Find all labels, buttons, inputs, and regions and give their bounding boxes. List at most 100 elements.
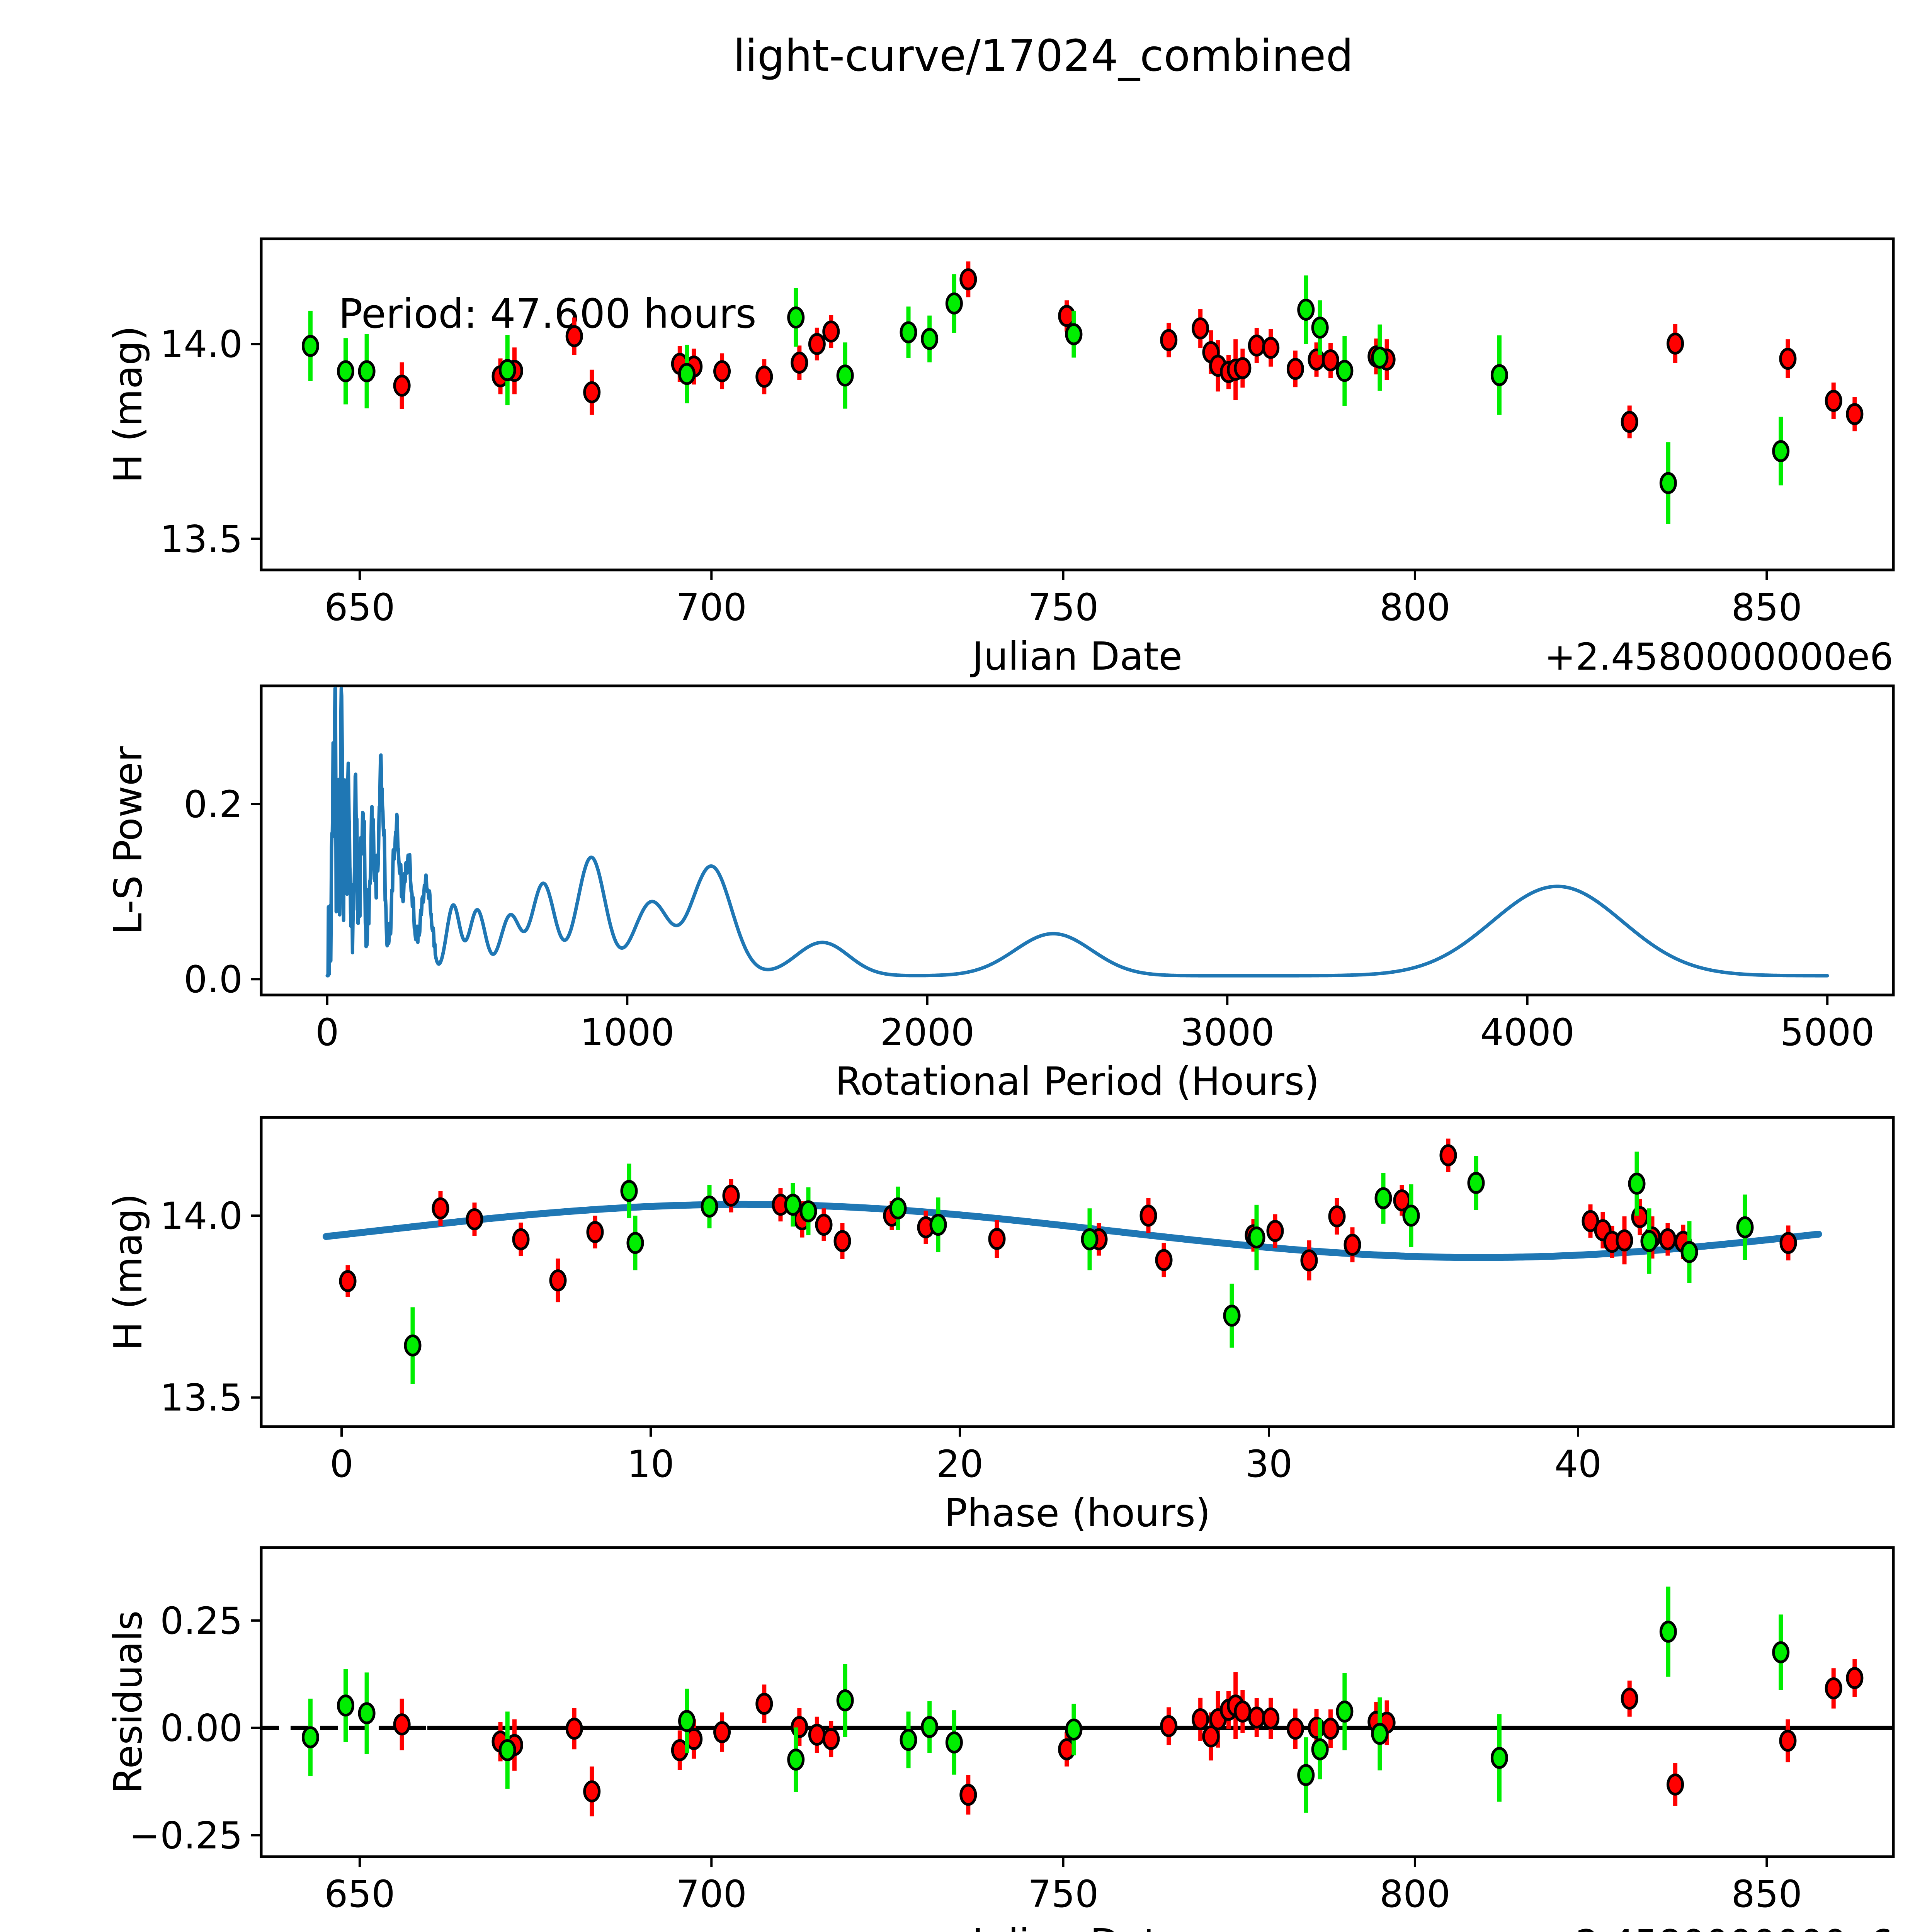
data-point[interactable] (1155, 1249, 1173, 1271)
data-point[interactable] (945, 292, 963, 315)
data-point[interactable] (1336, 360, 1354, 382)
data-point[interactable] (498, 359, 516, 381)
data-point[interactable] (808, 1723, 826, 1746)
data-point[interactable] (1402, 1204, 1420, 1227)
data-point[interactable] (1300, 1249, 1318, 1272)
data-point[interactable] (337, 360, 354, 383)
data-point[interactable] (1336, 1700, 1354, 1723)
data-point[interactable] (755, 366, 773, 388)
data-point[interactable] (988, 1228, 1006, 1250)
data-point[interactable] (549, 1269, 567, 1292)
data-point[interactable] (1192, 1708, 1209, 1730)
data-point[interactable] (1621, 411, 1638, 433)
data-point[interactable] (900, 321, 917, 344)
data-point[interactable] (1202, 1725, 1220, 1748)
data-point[interactable] (1846, 403, 1864, 425)
data-point[interactable] (1659, 1621, 1677, 1643)
data-point[interactable] (1621, 1687, 1638, 1710)
data-point[interactable] (722, 1184, 740, 1207)
data-point[interactable] (822, 1728, 840, 1750)
data-point[interactable] (565, 1718, 583, 1740)
data-point[interactable] (1311, 316, 1329, 339)
data-point[interactable] (393, 374, 411, 397)
data-point[interactable] (565, 325, 583, 347)
data-point[interactable] (822, 320, 840, 343)
data-point[interactable] (1286, 1718, 1304, 1740)
data-point[interactable] (959, 268, 977, 291)
data-point[interactable] (1248, 1226, 1265, 1249)
data-point[interactable] (1266, 1220, 1284, 1242)
data-point[interactable] (815, 1214, 833, 1236)
data-point[interactable] (1374, 1187, 1392, 1209)
data-point[interactable] (301, 335, 319, 357)
data-point[interactable] (1467, 1172, 1485, 1194)
data-point[interactable] (1846, 1667, 1864, 1689)
data-point[interactable] (393, 1713, 411, 1736)
data-point[interactable] (1736, 1216, 1754, 1238)
data-point[interactable] (466, 1208, 483, 1231)
data-point[interactable] (1344, 1233, 1361, 1256)
data-point[interactable] (1772, 1641, 1790, 1663)
data-point[interactable] (1779, 1730, 1797, 1752)
data-point[interactable] (1667, 1773, 1684, 1796)
data-point[interactable] (921, 328, 939, 350)
data-point[interactable] (1248, 1706, 1265, 1729)
data-point[interactable] (1490, 364, 1508, 386)
data-point[interactable] (1640, 1230, 1658, 1252)
data-point[interactable] (1321, 349, 1339, 372)
data-point[interactable] (836, 1689, 854, 1712)
data-point[interactable] (678, 1710, 696, 1732)
data-point[interactable] (1286, 358, 1304, 380)
data-point[interactable] (1371, 1723, 1389, 1745)
data-point[interactable] (1065, 323, 1083, 345)
data-point[interactable] (1582, 1210, 1599, 1232)
data-point[interactable] (1371, 347, 1389, 369)
data-point[interactable] (1659, 1228, 1677, 1250)
data-point[interactable] (358, 360, 376, 383)
data-point[interactable] (1659, 472, 1677, 494)
data-point[interactable] (929, 1214, 947, 1236)
data-point[interactable] (1490, 1747, 1508, 1769)
data-point[interactable] (1779, 1232, 1797, 1254)
data-point[interactable] (583, 1780, 601, 1803)
data-point[interactable] (945, 1731, 963, 1753)
data-point[interactable] (921, 1716, 939, 1738)
data-point[interactable] (900, 1729, 917, 1751)
data-point[interactable] (583, 381, 601, 403)
data-point[interactable] (1311, 1738, 1329, 1760)
data-point[interactable] (1234, 1700, 1252, 1723)
data-point[interactable] (787, 306, 805, 329)
data-point[interactable] (1779, 348, 1797, 370)
data-point[interactable] (787, 1748, 805, 1771)
data-point[interactable] (836, 364, 854, 387)
data-point[interactable] (358, 1702, 376, 1725)
data-point[interactable] (1825, 389, 1842, 412)
data-point[interactable] (755, 1692, 773, 1715)
data-point[interactable] (713, 1721, 731, 1743)
data-point[interactable] (626, 1232, 644, 1254)
data-point[interactable] (586, 1221, 604, 1243)
data-point[interactable] (713, 360, 731, 383)
data-point[interactable] (1667, 332, 1684, 355)
data-point[interactable] (1628, 1172, 1646, 1195)
data-point[interactable] (512, 1228, 530, 1250)
data-point[interactable] (339, 1270, 357, 1293)
data-point[interactable] (959, 1784, 977, 1806)
data-point[interactable] (432, 1197, 449, 1219)
data-point[interactable] (1328, 1205, 1346, 1228)
data-point[interactable] (1065, 1718, 1083, 1741)
data-point[interactable] (337, 1694, 354, 1717)
data-point[interactable] (1680, 1241, 1698, 1263)
data-point[interactable] (620, 1180, 638, 1202)
data-point[interactable] (701, 1196, 718, 1218)
data-point[interactable] (1825, 1677, 1842, 1699)
data-point[interactable] (833, 1230, 851, 1252)
data-point[interactable] (889, 1197, 907, 1219)
data-point[interactable] (404, 1334, 422, 1357)
data-point[interactable] (1616, 1229, 1633, 1252)
data-point[interactable] (784, 1194, 802, 1216)
data-point[interactable] (1297, 298, 1315, 321)
data-point[interactable] (1262, 1707, 1280, 1730)
data-point[interactable] (301, 1726, 319, 1748)
data-point[interactable] (1223, 1304, 1241, 1327)
